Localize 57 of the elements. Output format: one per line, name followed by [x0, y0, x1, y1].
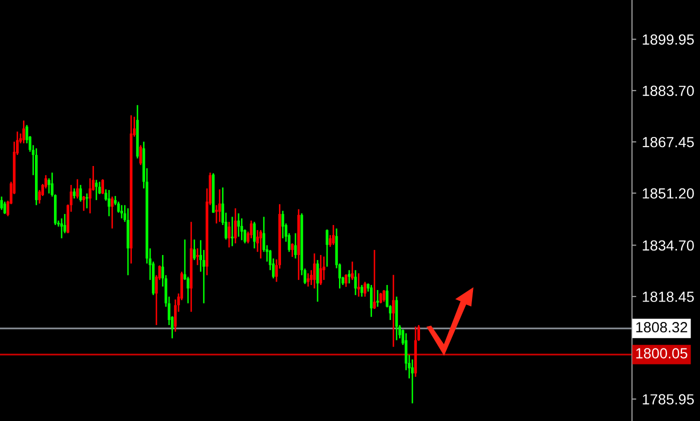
- candlestick: [86, 192, 88, 209]
- y-tick-label: 1867.45: [642, 136, 694, 148]
- candlestick: [294, 232, 297, 260]
- candlestick: [360, 284, 364, 298]
- candlestick: [234, 208, 237, 244]
- candlestick: [22, 120, 26, 144]
- candlestick: [326, 228, 328, 268]
- candlestick: [230, 216, 234, 247]
- candlestick: [319, 254, 322, 286]
- candlestick: [313, 252, 316, 290]
- y-tick-label: 1818.45: [642, 292, 694, 302]
- candlestick: [306, 272, 310, 288]
- candlestick: [237, 212, 240, 238]
- candlestick: [76, 178, 79, 200]
- candlestick: [332, 224, 335, 246]
- y-tick-label: 1883.70: [642, 86, 694, 96]
- candlestick: [240, 218, 244, 241]
- candlestick: [344, 274, 348, 288]
- candlestick: [110, 196, 114, 230]
- y-tick-label: 1785.95: [642, 394, 694, 404]
- candlestick: [348, 269, 351, 284]
- candlestick: [218, 188, 221, 223]
- candlestick: [82, 195, 86, 212]
- candlestick: [392, 274, 395, 348]
- candlestick: [290, 242, 294, 258]
- candlestick: [193, 238, 196, 261]
- candlestick: [373, 249, 376, 310]
- y-tick-label: 1851.20: [642, 188, 694, 199]
- candlestick: [316, 259, 319, 302]
- candlestick: [120, 204, 123, 220]
- candlestick: [259, 229, 262, 260]
- ref-line-label: 1808.32: [636, 322, 688, 332]
- candlestick: [108, 189, 110, 217]
- candlestick: [382, 289, 386, 302]
- candlestick: [101, 178, 104, 195]
- candlestick: [357, 272, 360, 298]
- candlestick: [196, 248, 199, 266]
- candlestick: [322, 256, 326, 281]
- candlestick: [253, 221, 256, 250]
- y-tick-label: 1899.95: [642, 34, 694, 45]
- candlestick: [3, 200, 6, 215]
- candlestick: [95, 179, 98, 201]
- candlestick: [281, 210, 284, 239]
- candlestick: [351, 260, 354, 281]
- y-tick-label: 1834.70: [642, 240, 694, 251]
- candlestick: [379, 292, 382, 304]
- candlestick: [354, 269, 357, 296]
- candlestick: [228, 221, 230, 248]
- candlestick: [364, 281, 366, 298]
- candlestick: [139, 144, 142, 166]
- candlestick: [72, 188, 76, 200]
- ref-line-label: 1800.05: [636, 348, 688, 358]
- candlestick: [0, 196, 3, 211]
- candlestick: [370, 284, 373, 318]
- candlestick: [411, 358, 414, 404]
- candlestick: [215, 204, 218, 224]
- candlestick: [79, 184, 82, 202]
